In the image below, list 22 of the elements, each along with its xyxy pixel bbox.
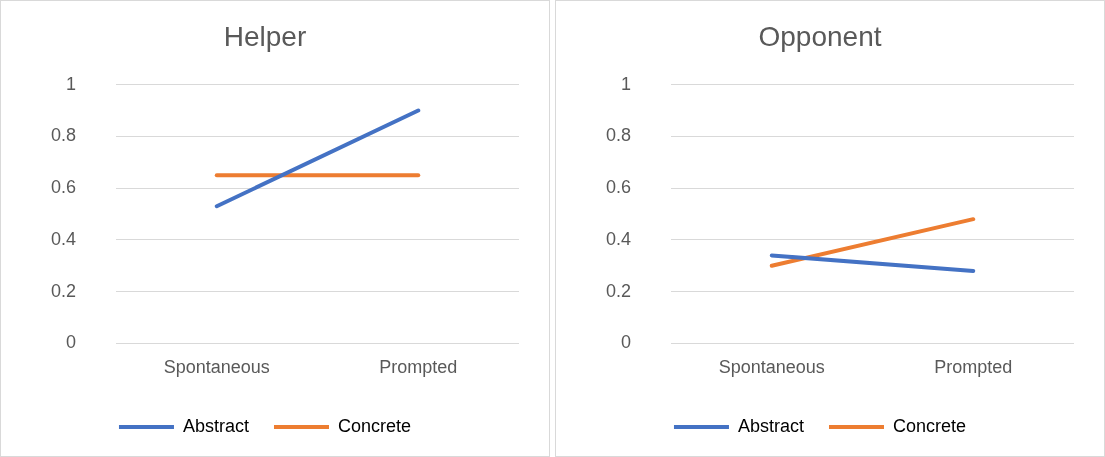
y-tick-label: 0.4 (605, 228, 632, 249)
y-tick-label: 0.6 (50, 177, 77, 198)
chart-title: Opponent (758, 20, 882, 52)
y-tick-label: 1 (66, 73, 77, 94)
y-tick-label: 0.8 (50, 125, 77, 146)
y-tick-label: 0.4 (50, 228, 77, 249)
x-tick-label: Prompted (379, 357, 458, 378)
legend-label: Abstract (182, 415, 249, 436)
chart-title: Helper (223, 20, 307, 52)
x-tick-label: Prompted (934, 357, 1013, 378)
y-tick-label: 0 (66, 332, 77, 353)
y-tick-label: 0.2 (605, 280, 632, 301)
x-tick-label: Spontaneous (163, 357, 270, 378)
y-tick-label: 0 (621, 332, 632, 353)
legend-label: Concrete (337, 415, 412, 436)
y-tick-label: 1 (621, 73, 632, 94)
x-tick-label: Spontaneous (718, 357, 825, 378)
legend-label: Concrete (892, 415, 967, 436)
y-tick-label: 0.2 (50, 280, 77, 301)
y-tick-label: 0.6 (605, 177, 632, 198)
y-tick-label: 0.8 (605, 125, 632, 146)
legend-label: Abstract (737, 415, 804, 436)
